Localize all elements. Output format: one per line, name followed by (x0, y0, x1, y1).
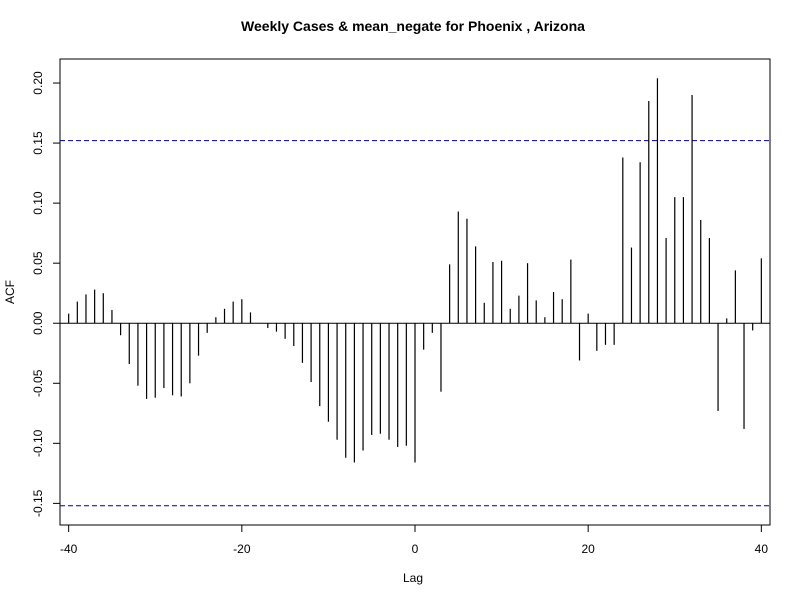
x-tick-label: -20 (233, 542, 251, 556)
acf-bars (68, 78, 762, 463)
y-axis-label: ACF (3, 280, 17, 304)
y-tick-label: 0.15 (31, 131, 45, 155)
chart-title: Weekly Cases & mean_negate for Phoenix ,… (241, 18, 585, 34)
confidence-bands (60, 140, 770, 507)
x-tick-label: 40 (755, 542, 769, 556)
x-tick-label: 0 (412, 542, 419, 556)
x-tick-label: 20 (581, 542, 595, 556)
y-tick-label: 0.20 (31, 71, 45, 95)
y-tick-label: -0.15 (31, 489, 45, 517)
y-axis: -0.15 -0.10 -0.05 0.00 0.05 0.10 0.15 0.20 (31, 71, 61, 517)
y-tick-label: 0.05 (31, 251, 45, 275)
y-tick-label: 0.00 (31, 311, 45, 335)
x-axis: -40 -20 0 20 40 (60, 524, 769, 556)
y-tick-label: -0.05 (31, 369, 45, 397)
y-tick-label: 0.10 (31, 191, 45, 215)
x-tick-label: -40 (60, 542, 78, 556)
x-axis-label: Lag (403, 571, 423, 585)
y-tick-label: -0.10 (31, 429, 45, 457)
